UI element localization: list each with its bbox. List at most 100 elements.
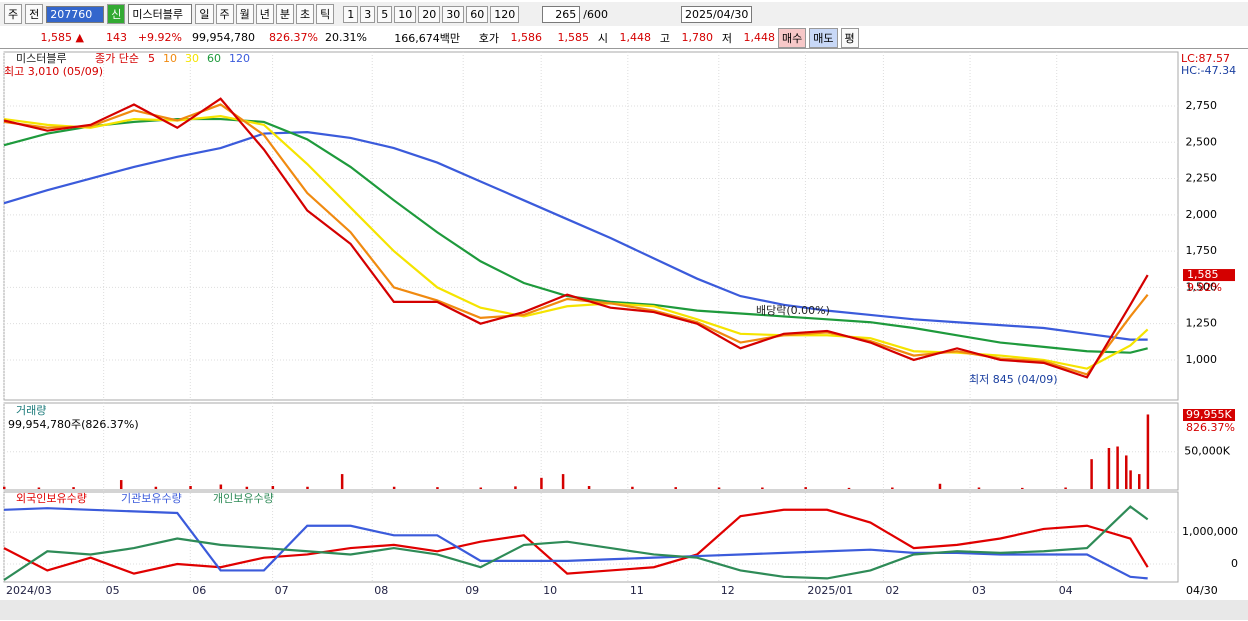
x-tick-label: 09	[465, 584, 479, 597]
badge: 신	[107, 4, 126, 24]
date-input[interactable]: 2025/04/30	[680, 5, 753, 23]
y-tick-label: 2,250	[1186, 172, 1218, 185]
volume-last: 99,955K	[1186, 408, 1232, 421]
volume-bar	[1090, 459, 1093, 489]
dividend-note: 배당락(0.00%)	[756, 304, 830, 317]
series-line	[3, 97, 1149, 379]
vol-rate: 826.37%	[269, 31, 318, 44]
ask: 1,586	[510, 31, 543, 44]
scrollbar[interactable]	[0, 600, 1248, 620]
interval-button[interactable]: 120	[490, 5, 520, 23]
y-tick-label: 50,000K	[1184, 445, 1230, 458]
interval-group: 1 3 5 10 20 30 60 120	[343, 5, 520, 23]
volume-bar	[37, 487, 41, 489]
interval-button[interactable]: 3	[360, 5, 376, 23]
count-max: /600	[583, 7, 608, 21]
y-tick-label: 1,000	[1186, 353, 1218, 366]
volume-bar	[804, 487, 807, 489]
volume-bar	[674, 487, 677, 489]
count-input[interactable]: 265	[542, 5, 581, 23]
turnover: 20.31%	[325, 31, 367, 44]
eval-button[interactable]: 평	[840, 27, 859, 48]
x-tick-label: 05	[106, 584, 120, 597]
bid: 1,585	[557, 31, 590, 44]
y-tick-label: 1,250	[1186, 317, 1218, 330]
amount: 166,674백만	[394, 31, 460, 45]
x-tick-label: 03	[972, 584, 986, 597]
volume-bar	[245, 486, 249, 489]
volume-bar	[1021, 487, 1024, 489]
volume-title: 거래량	[16, 404, 46, 417]
low: 1,448	[743, 31, 776, 44]
interval-button[interactable]: 60	[466, 5, 489, 23]
interval-button[interactable]: 20	[418, 5, 441, 23]
lc-label: LC:87.57	[1181, 52, 1230, 65]
stock-name[interactable]: 미스터블루	[128, 4, 193, 24]
unit-button[interactable]: 일	[195, 4, 214, 24]
volume-bar	[587, 486, 591, 489]
volume-bar	[154, 486, 158, 489]
code-input[interactable]: 207760	[46, 5, 105, 23]
legend-entry: 개인보유수량	[213, 492, 274, 505]
volume-bar	[72, 487, 75, 489]
volume-bar	[1125, 455, 1128, 489]
volume-bar	[3, 486, 6, 489]
interval-button[interactable]: 30	[442, 5, 465, 23]
volume-bar	[1107, 447, 1111, 489]
unit-button[interactable]: 월	[235, 4, 254, 24]
volume-last-rate: 826.37%	[1186, 421, 1235, 434]
x-tick-label: 2025/01	[807, 584, 853, 597]
x-tick-label: 04	[1059, 584, 1073, 597]
low-label: 저	[721, 31, 732, 45]
volume-bar	[340, 474, 344, 489]
low-note: 최저 845 (04/09)	[969, 373, 1058, 386]
buy-button[interactable]: 매수	[778, 27, 807, 48]
volume-last-box	[1183, 409, 1235, 421]
volume-bar	[977, 487, 981, 489]
x-tick-label: 06	[192, 584, 206, 597]
quote-bar: 1,585 ▲ 143 +9.92% 99,954,780 826.37% 20…	[0, 27, 1248, 49]
interval-button[interactable]: 5	[377, 5, 393, 23]
volume: 99,954,780	[192, 31, 255, 44]
sell-button[interactable]: 매도	[809, 27, 838, 48]
volume-bar	[1138, 474, 1141, 489]
interval-button[interactable]: 1	[343, 5, 359, 23]
series-line	[3, 131, 1148, 341]
volume-bar	[436, 487, 439, 489]
y-tick-label: 2,500	[1186, 135, 1218, 148]
volume-bar	[1129, 470, 1132, 489]
volume-bar	[392, 486, 396, 489]
x-end-label: 04/30	[1186, 584, 1218, 597]
volume-bar	[479, 487, 483, 489]
volume-bar	[1146, 414, 1150, 489]
rate: +9.92%	[137, 31, 182, 44]
legend-entry: 5	[148, 52, 155, 65]
last-price: 1,585	[1187, 268, 1219, 281]
x-tick-label: 11	[630, 584, 644, 597]
high: 1,780	[681, 31, 714, 44]
volume-bar	[540, 477, 543, 489]
price-panel	[3, 51, 1179, 401]
x-tick-label: 10	[543, 584, 557, 597]
legend-entry: 60	[207, 52, 221, 65]
y-tick-label: 0	[1231, 557, 1238, 570]
unit-button[interactable]: 주	[215, 4, 234, 24]
volume-bar	[1116, 446, 1119, 489]
unit-button[interactable]: 틱	[316, 4, 335, 24]
unit-button[interactable]: 년	[255, 4, 274, 24]
interval-button[interactable]: 10	[394, 5, 417, 23]
high-label: 고	[659, 31, 670, 45]
unit-button[interactable]: 분	[275, 4, 294, 24]
period-button[interactable]: 주	[4, 4, 23, 24]
volume-panel	[3, 402, 1179, 491]
volume-bar	[561, 474, 565, 489]
prev-button[interactable]: 전	[25, 4, 44, 24]
volume-bar	[717, 487, 721, 489]
open-label: 시	[597, 31, 608, 45]
legend-name: 미스터블루	[16, 52, 67, 65]
x-tick-label: 02	[885, 584, 899, 597]
volume-bar	[119, 480, 123, 489]
unit-button[interactable]: 초	[296, 4, 315, 24]
y-tick-label: 1,500	[1186, 280, 1218, 293]
